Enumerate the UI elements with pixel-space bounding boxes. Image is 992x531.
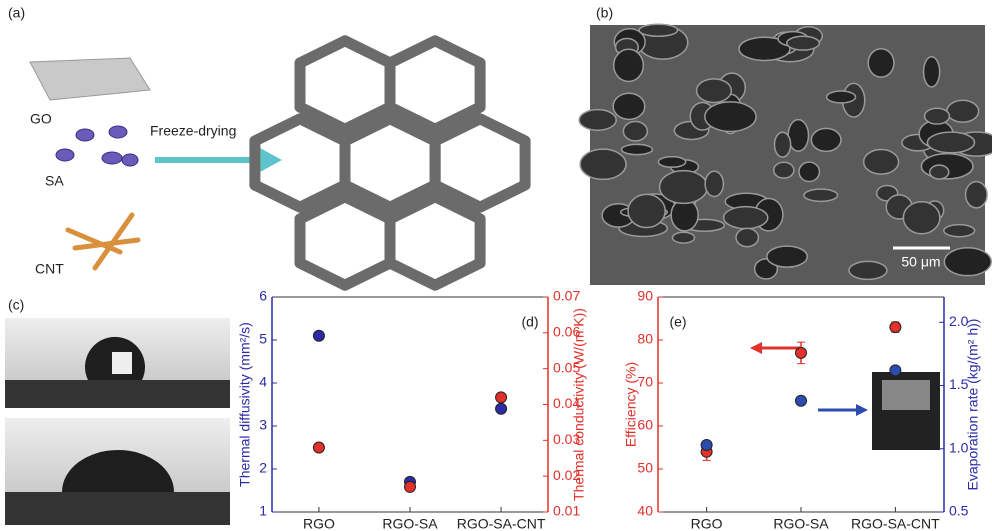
- y2-axis-title: Thermal conductivity (W/(m K)): [571, 308, 587, 501]
- data-point: [890, 365, 901, 376]
- scale-label: 50 μm: [901, 254, 940, 270]
- pore: [639, 24, 677, 36]
- data-point: [796, 347, 807, 358]
- inset-glass: [882, 380, 930, 410]
- arrow-head: [856, 404, 868, 416]
- component-label: GO: [30, 111, 52, 127]
- panel-label: (d): [521, 314, 538, 330]
- panel-label: (b): [596, 5, 613, 21]
- pore: [658, 157, 685, 168]
- pore: [827, 91, 856, 103]
- pore: [944, 225, 975, 237]
- sa-molecules: [56, 126, 138, 166]
- y-tick-label: 2: [259, 460, 267, 476]
- y-tick-label: 3: [259, 417, 267, 433]
- data-point: [405, 481, 416, 492]
- pore: [613, 93, 645, 119]
- data-point: [496, 403, 507, 414]
- y-tick-label: 50: [637, 460, 653, 476]
- pore: [787, 36, 820, 50]
- x-tick-label: RGO-SA: [382, 516, 438, 531]
- droplet-highlight: [112, 352, 132, 374]
- y-tick-label: 1: [259, 503, 267, 519]
- honeycomb-cell: [300, 197, 390, 285]
- x-tick-label: RGO: [303, 516, 335, 531]
- substrate: [5, 492, 230, 525]
- panel-label: (a): [8, 5, 25, 21]
- y2-tick-label: 0.07: [553, 288, 580, 304]
- go-sheet: [30, 58, 150, 100]
- panel-label: (e): [669, 314, 686, 330]
- pore: [944, 248, 991, 276]
- pore: [811, 128, 841, 151]
- y-tick-label: 5: [259, 331, 267, 347]
- pore: [672, 232, 694, 243]
- pore: [580, 149, 626, 179]
- pore: [736, 228, 758, 246]
- cnt: [68, 215, 138, 268]
- pore: [628, 194, 665, 227]
- arrow-head: [260, 148, 282, 172]
- pore: [767, 246, 807, 267]
- pore: [614, 49, 644, 81]
- pore: [724, 207, 768, 229]
- process-label: Freeze-drying: [150, 123, 236, 139]
- y2-tick-label: 0.5: [949, 503, 969, 519]
- y-axis-title: Thermal diffusivity (mm²/s): [237, 322, 253, 487]
- pore: [868, 49, 894, 77]
- data-point: [796, 395, 807, 406]
- pore: [849, 261, 887, 279]
- pore: [925, 108, 950, 124]
- arrow-head: [750, 342, 762, 354]
- pore: [927, 132, 974, 153]
- pore: [947, 100, 979, 122]
- figure: (a) GO SA CNT Freeze-drying (b) 50 μm (c…: [0, 0, 992, 531]
- data-point: [890, 322, 901, 333]
- pore: [966, 182, 988, 208]
- x-tick-label: RGO-SA: [773, 516, 829, 531]
- pore: [705, 171, 723, 196]
- panel-label: (c): [8, 297, 24, 313]
- honeycomb-cell: [390, 41, 480, 129]
- y-tick-label: 80: [637, 331, 653, 347]
- data-point: [313, 442, 324, 453]
- y-tick-label: 70: [637, 374, 653, 390]
- y2-tick-label: 0.01: [553, 503, 580, 519]
- pore: [660, 171, 708, 204]
- y-tick-label: 40: [637, 503, 653, 519]
- y-tick-label: 4: [259, 374, 267, 390]
- pore: [930, 165, 949, 179]
- component-label: CNT: [35, 261, 64, 277]
- component-label: SA: [45, 173, 64, 189]
- x-tick-label: RGO: [691, 516, 723, 531]
- x-tick-label: RGO-SA-CNT: [851, 516, 940, 531]
- pore: [864, 150, 899, 175]
- pore: [705, 102, 756, 132]
- data-point: [701, 439, 712, 450]
- honeycomb-cell: [345, 119, 435, 207]
- y-tick-label: 60: [637, 417, 653, 433]
- pore: [579, 110, 616, 131]
- y-axis-title: Efficiency (%): [623, 362, 639, 447]
- pore: [799, 162, 819, 181]
- pore: [903, 202, 940, 234]
- y-tick-label: 6: [259, 288, 267, 304]
- x-tick-label: RGO-SA-CNT: [457, 516, 546, 531]
- substrate: [5, 380, 230, 408]
- pore: [924, 57, 940, 87]
- honeycomb: [255, 41, 525, 285]
- pore: [623, 122, 647, 141]
- pore: [697, 79, 732, 103]
- pore: [774, 132, 790, 157]
- data-point: [313, 330, 324, 341]
- y-tick-label: 90: [637, 288, 653, 304]
- pore: [774, 162, 794, 178]
- pore: [622, 144, 653, 154]
- honeycomb-cell: [390, 197, 480, 285]
- y2-axis-title: Evaporation rate (kg/(m² h)): [965, 319, 981, 491]
- honeycomb-cell: [300, 41, 390, 129]
- honeycomb-cell: [435, 119, 525, 207]
- data-point: [496, 392, 507, 403]
- pore: [804, 189, 838, 201]
